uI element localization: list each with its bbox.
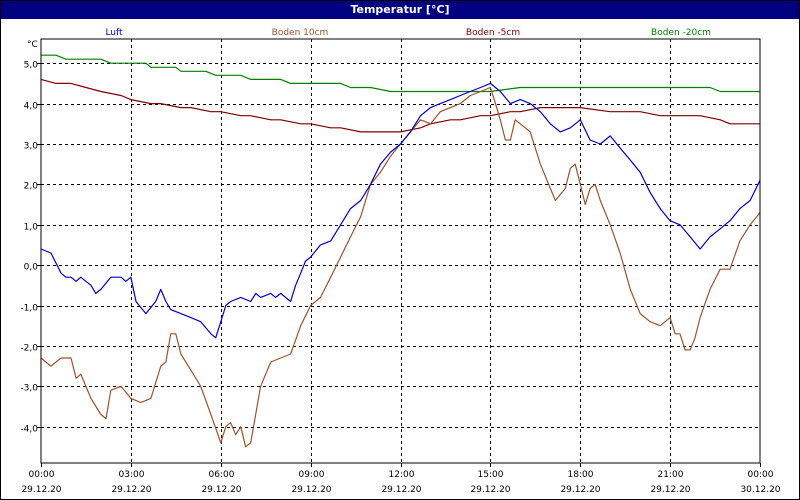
x-tick-time-label: 12:00 [389, 470, 415, 480]
y-tick-label: -1,0 [20, 304, 38, 314]
y-unit-label: °C [27, 40, 38, 50]
grid [41, 39, 760, 463]
y-tick-label: -3,0 [20, 384, 38, 394]
x-tick-date-label: 29.12.20 [291, 485, 331, 495]
y-tick-label: -2,0 [20, 344, 38, 354]
x-tick-time-label: 00:00 [29, 470, 55, 480]
y-tick-label: 0,0 [24, 263, 39, 273]
legend-entry: Luft [105, 28, 123, 38]
x-tick-date-label: 29.12.20 [650, 485, 690, 495]
x-tick-date-label: 29.12.20 [470, 485, 510, 495]
x-tick-time-label: 15:00 [478, 470, 504, 480]
x-tick-date-label: 29.12.20 [381, 485, 421, 495]
legend: Luft Boden 10cm Boden -5cm Boden -20cm [105, 28, 711, 38]
y-tick-label: 3,0 [24, 142, 39, 152]
plot-area [40, 38, 761, 464]
x-tick-date-label: 29.12.20 [201, 485, 241, 495]
x-tick-time-label: 18:00 [568, 470, 594, 480]
y-tick-label: 5,0 [24, 61, 39, 71]
y-tick-label: 2,0 [24, 182, 39, 192]
x-tick-time-label: 03:00 [119, 470, 145, 480]
x-tick-date-label: 29.12.20 [111, 485, 151, 495]
y-tick-label: 1,0 [24, 223, 39, 233]
y-tick-label: -4,0 [20, 425, 38, 435]
x-tick-time-label: 09:00 [299, 470, 325, 480]
series-line-boden-20cm [41, 54, 760, 93]
axes: 5,0 4,0 3,0 2,0 1,0 0,0 -1,0 -2,0 -3,0 -4,0 °C 00:0… [20, 38, 781, 495]
x-tick-time-label: 21:00 [658, 470, 684, 480]
x-tick-date-label: 29.12.20 [21, 485, 61, 495]
legend-entry: Boden 10cm [272, 28, 329, 38]
series-line-boden-5cm [40, 78, 760, 133]
series-line-luft [40, 82, 761, 339]
legend-entry: Boden -20cm [651, 28, 711, 38]
x-tick-date-label: 29.12.20 [560, 485, 600, 495]
chart-title: Temperatur [°C] [1, 1, 799, 19]
series-line-boden-10cm [40, 86, 761, 448]
x-tick-time-label: 00:00 [748, 470, 774, 480]
series-lines [40, 54, 761, 448]
x-tick-time-label: 06:00 [209, 470, 235, 480]
x-tick-date-label: 30.12.20 [740, 485, 780, 495]
legend-entry: Boden -5cm [466, 28, 520, 38]
y-tick-label: 4,0 [24, 102, 39, 112]
